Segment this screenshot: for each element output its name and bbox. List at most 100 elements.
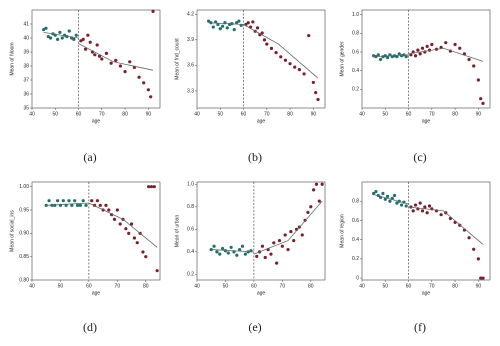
x-tick-label: 50 xyxy=(223,283,229,289)
data-point xyxy=(467,57,471,62)
data-point xyxy=(123,70,127,74)
data-point xyxy=(232,28,236,32)
fit-line xyxy=(243,24,319,79)
data-point xyxy=(379,57,383,62)
data-point xyxy=(283,58,288,62)
data-point xyxy=(314,91,318,95)
data-point xyxy=(128,60,132,64)
y-axis-label: Mean of region xyxy=(339,214,345,248)
data-point xyxy=(135,241,139,245)
y-tick-label: 0.95 xyxy=(19,207,29,213)
data-point xyxy=(430,42,434,47)
x-tick-label: 90 xyxy=(476,111,482,117)
y-tick-label: 0.4 xyxy=(352,68,359,74)
x-axis-label: age xyxy=(92,290,101,296)
fit-line xyxy=(211,249,254,253)
x-tick-label: 80 xyxy=(287,111,293,117)
y-tick-label: 0.8 xyxy=(187,204,194,210)
y-tick-label: 39 xyxy=(23,49,29,55)
data-point xyxy=(302,72,306,76)
y-axis-label: Mean of urban xyxy=(174,215,180,247)
data-point xyxy=(216,22,220,27)
data-point xyxy=(112,217,117,221)
data-point xyxy=(312,188,316,192)
panel: 3.3 3.6 3.9 4.2 40 50 60 70 80 90 age Mean of fnd_c… xyxy=(174,9,326,164)
data-point xyxy=(225,26,229,30)
y-tick-label: 0.6 xyxy=(187,227,194,233)
x-tick-label: 70 xyxy=(99,111,105,117)
panel: 0.80 0.85 0.90 0.95 1.00 40 50 60 70 80 age Mean of… xyxy=(9,181,161,334)
data-point xyxy=(238,247,242,252)
data-point xyxy=(413,54,418,58)
y-tick-label: 0.4 xyxy=(352,237,359,243)
x-tick-label: 60 xyxy=(406,283,412,289)
data-point xyxy=(147,185,151,189)
data-point xyxy=(376,53,380,57)
panel: 0.2 0.4 0.6 0.8 1.0 40 50 60 70 80 age Mean of urba… xyxy=(174,181,326,334)
plot-frame xyxy=(196,181,326,281)
y-tick-label: 0.80 xyxy=(19,277,29,283)
data-point xyxy=(386,56,390,60)
data-point xyxy=(95,199,100,203)
data-point xyxy=(104,51,109,56)
x-tick-label: 90 xyxy=(476,283,482,289)
data-point xyxy=(127,231,131,235)
x-axis-label: age xyxy=(422,118,431,124)
data-point xyxy=(90,199,94,203)
fit-line xyxy=(78,43,154,71)
panel-label: (d) xyxy=(83,320,97,334)
data-point xyxy=(115,208,119,212)
data-point xyxy=(46,35,50,39)
data-point xyxy=(78,203,82,207)
x-tick-label: 80 xyxy=(143,283,149,289)
x-axis-label: age xyxy=(257,290,266,296)
x-tick-label: 50 xyxy=(58,283,64,289)
y-tick-label: 40 xyxy=(23,35,29,41)
y-tick-label: 0.8 xyxy=(352,199,359,205)
data-point xyxy=(288,62,292,66)
data-point xyxy=(472,247,476,251)
data-point xyxy=(97,54,102,58)
data-point xyxy=(427,204,432,208)
panel-label: (c) xyxy=(413,150,426,164)
y-axis-label: Mean of hloom xyxy=(9,42,15,75)
data-point xyxy=(100,57,104,61)
data-point xyxy=(53,203,57,207)
data-point xyxy=(149,185,154,189)
x-tick-label: 50 xyxy=(382,111,388,117)
panel: 0.2 0.4 0.6 0.8 1.0 40 50 60 70 80 90 age Mean of ge… xyxy=(339,9,491,164)
data-point xyxy=(60,36,64,40)
x-tick-label: 50 xyxy=(217,111,223,117)
data-point xyxy=(311,80,315,85)
data-point xyxy=(420,209,425,213)
x-tick-label: 40 xyxy=(359,283,365,289)
y-tick-label: 0.4 xyxy=(187,249,194,255)
y-tick-label: 37 xyxy=(23,77,29,83)
x-axis-label: age xyxy=(257,118,266,124)
x-tick-label: 70 xyxy=(280,283,286,289)
data-point xyxy=(280,244,284,248)
data-point xyxy=(237,19,241,23)
data-point xyxy=(472,64,476,68)
data-point xyxy=(243,252,247,256)
data-point xyxy=(49,36,53,40)
data-point xyxy=(42,28,46,32)
x-tick-label: 80 xyxy=(308,283,314,289)
data-point xyxy=(218,252,222,256)
data-point xyxy=(251,20,255,24)
x-tick-label: 40 xyxy=(29,283,35,289)
x-tick-label: 70 xyxy=(115,283,121,289)
data-point xyxy=(234,21,239,25)
data-point xyxy=(269,252,273,256)
plot-frame xyxy=(31,181,161,281)
y-tick-label: 41 xyxy=(23,21,29,27)
y-tick-label: 3.6 xyxy=(187,63,194,69)
x-tick-label: 60 xyxy=(76,111,82,117)
data-point xyxy=(146,88,150,92)
y-tick-label: 0.8 xyxy=(352,31,359,37)
data-point xyxy=(300,233,304,237)
data-point xyxy=(479,276,483,280)
data-point xyxy=(413,203,418,207)
data-point xyxy=(83,47,88,51)
data-point xyxy=(272,241,276,245)
